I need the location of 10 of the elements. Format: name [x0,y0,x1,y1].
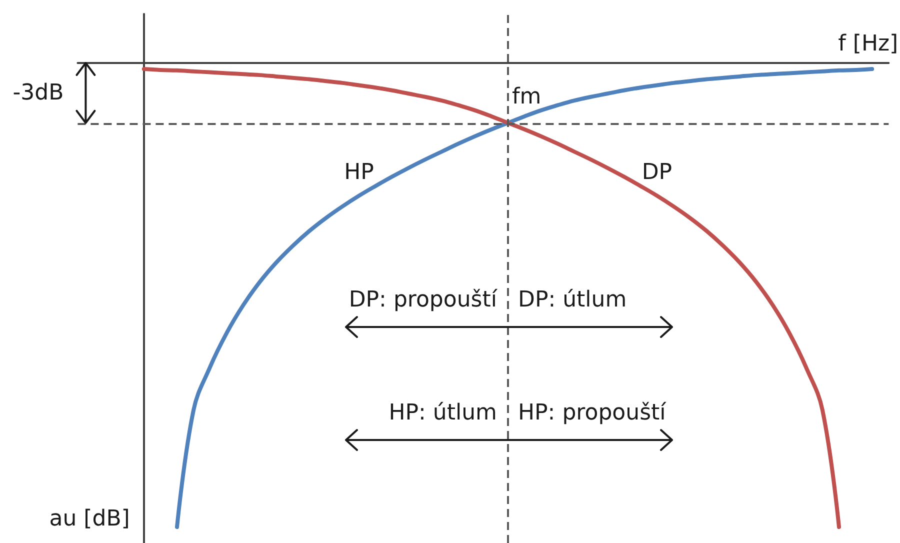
annotation: DP: útlum [518,288,627,312]
x-axis-title: f [Hz] [838,32,898,56]
series-label: HP [344,160,374,186]
series-label: DP [642,160,672,186]
annotation: HP: propouští [518,400,667,426]
text: fm [512,84,542,110]
y-axis-title: au [dB] [49,506,130,532]
ref-line-label: -3dB [12,80,64,106]
annotation: DP: propouští [348,288,498,312]
annotation: HP: útlum [388,400,497,426]
